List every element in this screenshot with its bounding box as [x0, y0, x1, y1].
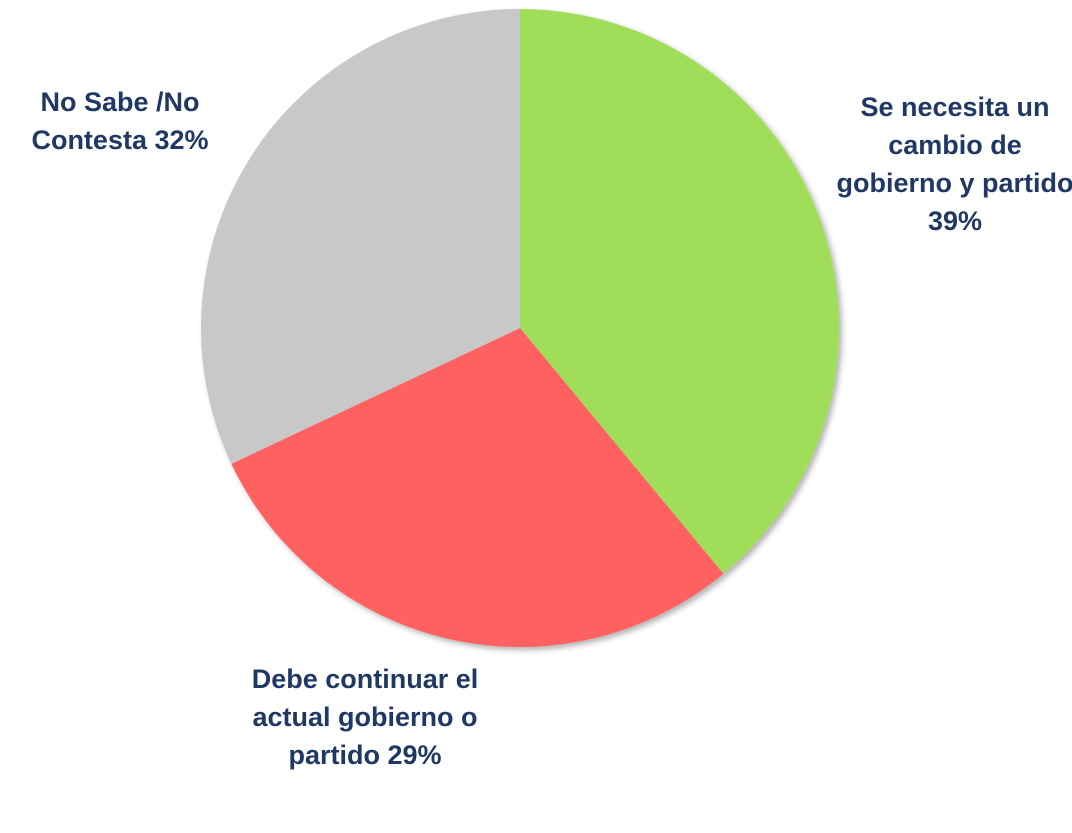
slice-label: No Sabe /No Contesta 32% — [10, 83, 230, 159]
pie — [200, 9, 839, 647]
pie-slice — [200, 9, 521, 464]
value-label: 39% — [927, 206, 983, 236]
value-label: 29% — [387, 740, 442, 770]
category-name: No Sabe /No Contesta — [31, 87, 200, 155]
category-name: Debe continuar el actual gobierno o part… — [251, 664, 479, 770]
pie-slice — [520, 9, 839, 574]
value-label: 32% — [154, 125, 209, 155]
category-name: Se necesita un cambio de gobierno y part… — [836, 92, 1072, 198]
slice-label: Se necesita un cambio de gobierno y part… — [835, 88, 1072, 240]
slice-label: Debe continuar el actual gobierno o part… — [230, 660, 500, 774]
pie-slice — [231, 328, 724, 647]
